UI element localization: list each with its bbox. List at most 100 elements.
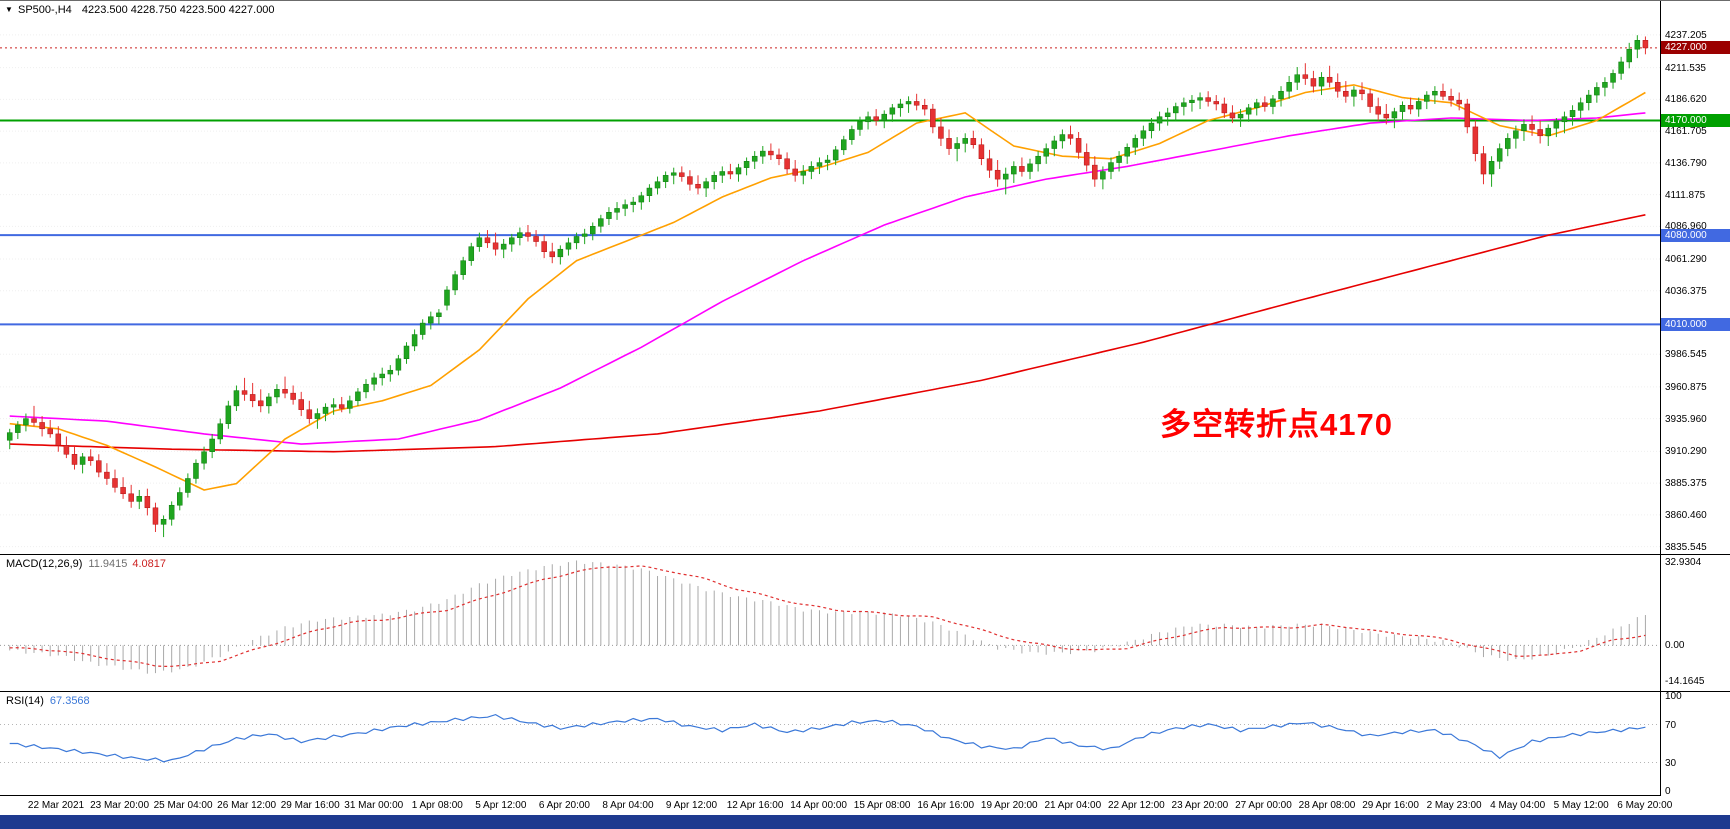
candle <box>1108 162 1114 172</box>
candle <box>525 232 531 237</box>
x-axis-label: 4 May 04:00 <box>1490 800 1546 811</box>
candle <box>1367 93 1373 107</box>
candle <box>298 399 304 410</box>
candle <box>217 423 224 440</box>
candle <box>1529 124 1535 130</box>
candle <box>79 456 86 465</box>
panel-separator-rsi[interactable] <box>0 691 1730 692</box>
candle <box>881 113 888 121</box>
candle <box>257 400 264 407</box>
time-axis[interactable]: 22 Mar 2021 23 Mar 20:00 25 Mar 04:00 26 Ma… <box>0 795 1730 815</box>
window-bottom-bar <box>0 815 1730 829</box>
candle <box>1156 116 1163 124</box>
fast-ma-orange <box>9 84 1646 491</box>
candle <box>630 201 636 205</box>
candle <box>1262 102 1268 107</box>
candle <box>419 322 426 335</box>
candle <box>614 208 620 213</box>
macd-signal-value: 4.0817 <box>132 558 167 570</box>
rsi-axis-label: 30 <box>1665 757 1677 769</box>
x-axis-label: 27 Apr 00:00 <box>1235 800 1292 811</box>
candle <box>120 487 126 495</box>
symbol-marker-icon: ▼ <box>5 5 13 14</box>
candle <box>849 129 855 140</box>
price-axis-label: 3910.290 <box>1665 446 1707 458</box>
x-axis-label: 12 Apr 16:00 <box>726 800 784 811</box>
candle <box>978 144 985 160</box>
candle <box>1521 124 1527 131</box>
candle <box>727 171 734 175</box>
candle <box>962 138 968 144</box>
candle <box>573 236 580 244</box>
price-axis-label: 3860.460 <box>1665 509 1707 521</box>
x-axis-label: 29 Mar 16:00 <box>280 800 340 811</box>
x-axis-label: 22 Apr 12:00 <box>1107 800 1165 811</box>
price-axis-label: 3935.960 <box>1665 413 1707 425</box>
price-badge: 4010.000 <box>1661 317 1730 331</box>
candle <box>96 460 102 473</box>
candle <box>152 507 159 525</box>
candle <box>428 316 434 324</box>
price-axis[interactable]: 4237.205 4211.535 4186.620 4161.705 4136.790… <box>1660 1 1730 797</box>
candle <box>55 433 62 446</box>
candle <box>1480 153 1487 175</box>
candle <box>395 358 402 371</box>
candle <box>1278 90 1284 100</box>
candle <box>1351 89 1357 97</box>
candle <box>15 424 21 433</box>
candle <box>565 242 572 250</box>
rsi-axis-label: 100 <box>1665 691 1682 702</box>
candle <box>711 175 717 182</box>
candle <box>1019 166 1025 172</box>
macd-indicator-panel[interactable] <box>0 554 1660 691</box>
rsi-indicator-panel[interactable] <box>0 691 1660 796</box>
candle <box>168 504 175 520</box>
candle <box>670 172 677 176</box>
trend-annotation-text: 多空转折点4170 <box>1160 407 1393 442</box>
price-axis-label: 4036.375 <box>1665 285 1707 297</box>
candle <box>1456 99 1462 105</box>
candle <box>47 428 53 435</box>
ohlc-values: 4223.500 4228.750 4223.500 4227.000 <box>81 4 275 16</box>
candle <box>1626 48 1632 63</box>
candle <box>768 150 774 156</box>
x-axis-label: 31 Mar 00:00 <box>344 800 404 811</box>
candle <box>654 181 661 189</box>
candle <box>606 212 612 219</box>
candle <box>249 394 256 402</box>
candle <box>330 404 337 408</box>
rsi-label: RSI(14) 67.3568 <box>6 695 90 707</box>
candle <box>549 251 556 258</box>
candle <box>1011 166 1017 175</box>
candle <box>1383 113 1390 119</box>
x-axis-label: 6 May 20:00 <box>1617 800 1673 811</box>
candle <box>1488 161 1495 175</box>
price-axis-label: 3885.375 <box>1665 478 1707 490</box>
candle <box>403 345 410 359</box>
panel-separator-macd[interactable] <box>0 554 1730 555</box>
candle <box>679 172 685 177</box>
macd-title: MACD(12,26,9) <box>6 558 83 570</box>
candle <box>589 226 596 235</box>
candle <box>363 383 369 393</box>
price-axis-label: 4111.875 <box>1665 189 1706 201</box>
candle <box>1116 155 1122 163</box>
candle <box>1092 164 1098 180</box>
x-axis-label: 28 Apr 08:00 <box>1298 800 1356 811</box>
candle <box>1602 82 1608 88</box>
candle <box>784 158 790 170</box>
candle <box>460 260 466 275</box>
candle <box>533 236 539 242</box>
candle <box>509 237 515 245</box>
candle <box>1173 106 1179 114</box>
candle <box>39 422 45 430</box>
candle <box>128 493 134 502</box>
main-price-chart[interactable] <box>0 1 1660 554</box>
candle <box>492 242 499 250</box>
candle <box>1253 102 1260 109</box>
candle <box>1270 98 1276 107</box>
rsi-value: 67.3568 <box>49 695 90 707</box>
candle <box>695 183 701 189</box>
candle <box>1496 148 1503 162</box>
chart-area: ▼ SP500-,H4 4223.500 4228.750 4223.500 4… <box>0 0 1730 797</box>
